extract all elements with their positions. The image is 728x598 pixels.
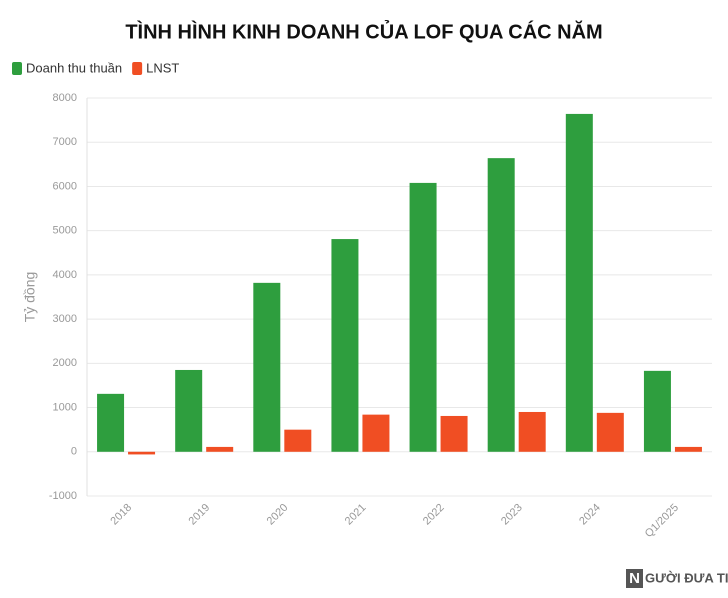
bar — [175, 369, 203, 452]
bar — [284, 429, 312, 452]
legend-swatch — [12, 62, 22, 75]
logo-box — [626, 569, 643, 588]
chart-title: TÌNH HÌNH KINH DOANH CỦA LOF QUA CÁC NĂM — [125, 19, 602, 43]
bar — [409, 182, 437, 452]
y-tick-label: 6000 — [53, 180, 77, 192]
bar — [97, 393, 125, 452]
legend-label: LNST — [146, 60, 179, 75]
legend-label: Doanh thu thuần — [26, 60, 122, 75]
bar — [518, 411, 546, 452]
x-tick-label: 2024 — [577, 502, 603, 528]
y-tick-label: 7000 — [53, 136, 77, 148]
bar — [674, 446, 702, 452]
y-tick-label: 4000 — [53, 269, 77, 281]
bar — [331, 239, 359, 452]
y-tick-label: 5000 — [53, 225, 77, 237]
y-axis-label: Tỷ đồng — [22, 272, 38, 323]
bar — [206, 446, 234, 452]
bar — [440, 415, 468, 452]
x-tick-label: 2019 — [187, 502, 213, 528]
y-tick-label: 2000 — [53, 357, 77, 369]
bar — [128, 451, 156, 455]
bar — [362, 414, 390, 452]
x-tick-label: 2021 — [343, 502, 369, 528]
bar — [487, 158, 515, 452]
bar — [596, 412, 624, 452]
y-tick-label: 8000 — [53, 92, 77, 104]
y-tick-label: 3000 — [53, 313, 77, 325]
x-tick-label: 2023 — [499, 502, 525, 528]
x-tick-label: 2018 — [108, 502, 134, 528]
x-tick-label: Q1/2025 — [643, 502, 681, 540]
x-tick-label: 2022 — [421, 502, 447, 528]
x-tick-label: 2020 — [265, 502, 291, 528]
logo-letter: N — [629, 570, 640, 587]
legend-swatch — [132, 62, 143, 75]
y-tick-label: 0 — [71, 446, 77, 458]
bar — [565, 113, 593, 452]
bar — [253, 282, 281, 452]
logo-text: GƯỜI ĐƯA TIN — [645, 570, 728, 585]
bar — [643, 370, 671, 452]
y-tick-label: 1000 — [53, 401, 77, 413]
y-tick-label: -1000 — [49, 490, 77, 502]
